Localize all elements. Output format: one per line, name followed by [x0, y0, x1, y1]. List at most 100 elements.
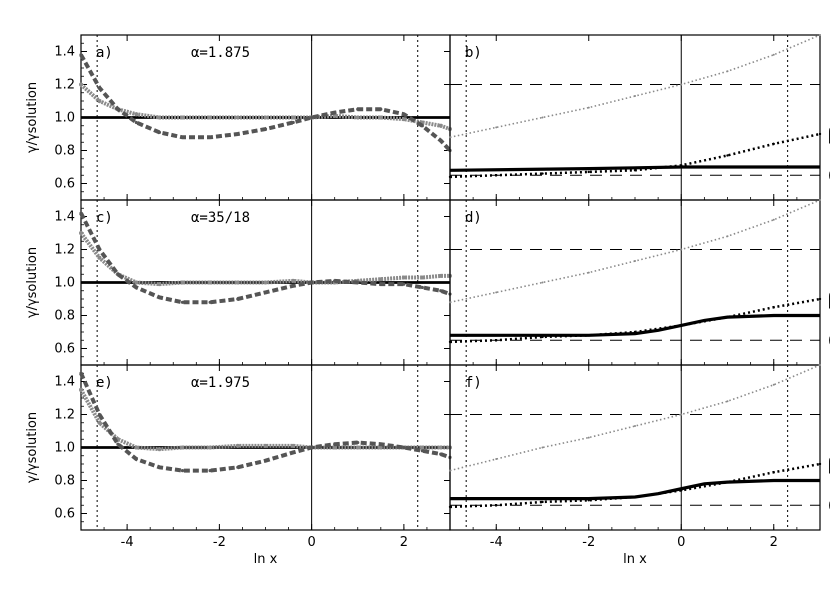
data-point	[236, 465, 240, 469]
data-point	[541, 172, 544, 175]
data-point	[495, 339, 498, 342]
data-point	[180, 300, 185, 304]
panel-c: 0.6 0.8 1.0 1.2 1.4 γ/γsolution c) α=35/18	[25, 199, 452, 366]
data-point	[448, 340, 452, 344]
data-point	[439, 289, 443, 293]
series-line	[450, 478, 820, 501]
data-point	[633, 169, 637, 172]
data-point	[134, 445, 139, 450]
data-point	[448, 175, 452, 179]
panel-label: a)	[96, 45, 113, 61]
data-point	[116, 272, 120, 276]
data-point	[818, 462, 822, 466]
data-point	[97, 247, 102, 252]
data-point	[587, 170, 590, 174]
y-tick-label: 0.6	[54, 507, 75, 522]
y-tick-label: 1.2	[54, 243, 75, 258]
y-tick-label: 1.0	[54, 276, 75, 291]
data-point	[333, 279, 337, 283]
data-point	[157, 282, 162, 287]
data-point	[333, 110, 337, 115]
right-scale-label: β	[828, 290, 830, 310]
data-point	[97, 255, 102, 260]
data-point	[180, 469, 185, 473]
data-point	[134, 120, 138, 125]
series-line	[450, 313, 820, 337]
data-point	[79, 82, 83, 87]
x-tick-label: -2	[213, 535, 226, 550]
data-point	[79, 387, 83, 392]
data-point	[438, 273, 443, 278]
data-point	[378, 277, 383, 282]
data-point	[332, 113, 337, 118]
data-point	[134, 457, 138, 461]
data-point	[449, 469, 451, 472]
x-tick-label: 0	[677, 535, 685, 550]
data-point	[726, 70, 729, 73]
data-point	[495, 126, 498, 129]
y-tick-label: 0.6	[54, 342, 75, 357]
data-point	[378, 445, 383, 450]
right-scale-label: β	[828, 455, 830, 475]
right-scale-label: 1	[828, 76, 830, 96]
data-point	[332, 445, 337, 450]
data-point	[378, 115, 383, 120]
x-tick-label: -4	[490, 535, 503, 550]
data-point	[438, 123, 443, 128]
series-gray-dots	[449, 364, 821, 472]
alpha-label: α=1.975	[191, 375, 250, 391]
data-point	[333, 442, 337, 446]
y-tick-label: 1.0	[54, 441, 75, 456]
data-point	[263, 290, 268, 294]
data-point	[818, 132, 822, 136]
right-scale-label: 1	[828, 406, 830, 426]
data-point	[495, 504, 498, 507]
data-point	[726, 154, 729, 157]
data-point	[235, 115, 240, 120]
data-point	[180, 445, 185, 450]
data-point	[420, 275, 425, 280]
data-point	[541, 446, 544, 449]
right-scale-label: 1	[828, 241, 830, 261]
y-tick-label: 0.8	[54, 474, 75, 489]
data-point	[587, 106, 590, 109]
data-point	[680, 248, 683, 251]
data-point	[263, 443, 268, 448]
right-scale-label: 0	[828, 166, 830, 186]
data-point	[587, 271, 590, 274]
y-tick-label: 1.2	[54, 408, 75, 423]
data-point	[772, 218, 775, 221]
data-point	[356, 280, 360, 285]
data-point	[402, 112, 406, 116]
data-point	[263, 459, 268, 463]
data-point	[79, 53, 83, 57]
data-point	[772, 306, 775, 309]
data-point	[355, 115, 360, 120]
data-point	[379, 442, 383, 446]
series-line	[449, 165, 820, 172]
data-point	[420, 285, 424, 290]
data-point	[291, 115, 296, 120]
data-point	[541, 116, 544, 119]
data-point	[157, 447, 162, 452]
panel-b: b) 1 β 0	[448, 34, 830, 201]
data-point	[541, 281, 544, 284]
panel-label: c)	[96, 210, 113, 226]
data-point	[772, 142, 775, 146]
data-point	[634, 95, 636, 98]
right-scale-label: β	[828, 125, 830, 145]
data-point	[819, 364, 821, 366]
data-point	[97, 86, 102, 90]
data-point	[134, 280, 139, 285]
panel-d: d) 1 β 0	[448, 199, 830, 366]
data-point	[401, 275, 406, 280]
data-point	[448, 505, 452, 509]
x-tick-label: -4	[121, 535, 134, 550]
panel-e: 0.6 0.8 1.0 1.2 1.4 -4 -2 0 2 ln x γ/γsolution e) α=…	[25, 364, 452, 567]
y-axis-title: γ/γsolution	[25, 412, 40, 483]
data-point	[208, 135, 212, 139]
series-gray-dots	[79, 388, 450, 452]
data-point	[208, 445, 213, 450]
panel-label: d)	[465, 210, 482, 226]
data-point	[157, 295, 162, 299]
